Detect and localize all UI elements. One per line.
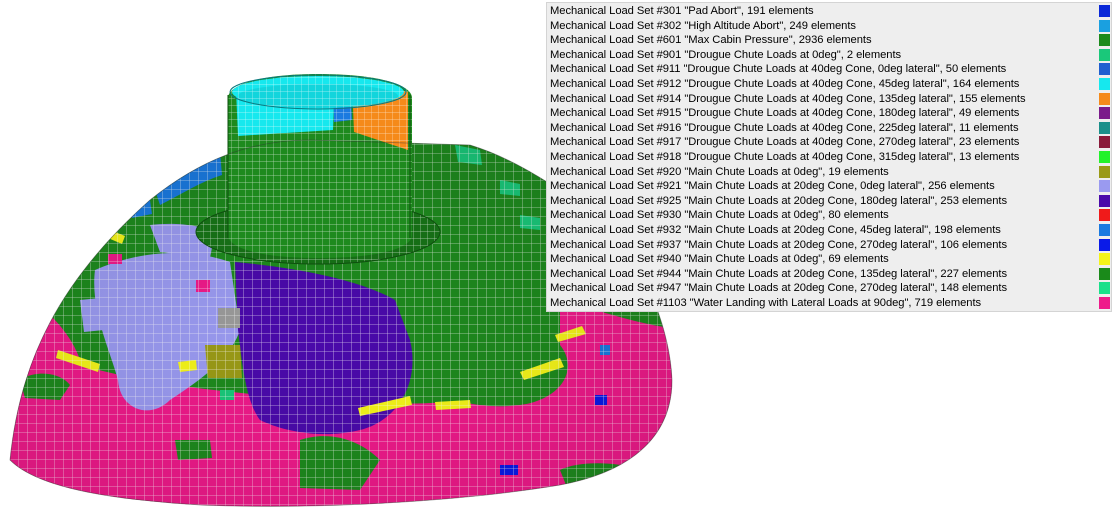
legend-swatch — [1099, 63, 1110, 76]
legend-swatch — [1099, 194, 1110, 207]
legend-label: Mechanical Load Set #1103 "Water Landing… — [550, 297, 982, 309]
legend-swatch — [1099, 5, 1110, 17]
legend-label: Mechanical Load Set #920 "Main Chute Loa… — [550, 165, 889, 178]
legend-row: Mechanical Load Set #918 "Drougue Chute … — [547, 150, 1111, 164]
legend-swatch — [1099, 165, 1110, 178]
neck-rim — [229, 74, 407, 110]
legend-swatch — [1099, 151, 1110, 163]
legend-label: Mechanical Load Set #932 "Main Chute Loa… — [550, 224, 1001, 236]
legend-swatch — [1099, 19, 1110, 32]
legend-swatch — [1099, 34, 1110, 47]
load-set-legend: Mechanical Load Set #301 "Pad Abort", 19… — [546, 2, 1112, 312]
legend-label: Mechanical Load Set #921 "Main Chute Loa… — [550, 180, 995, 193]
legend-row: Mechanical Load Set #912 "Drougue Chute … — [547, 77, 1111, 91]
legend-label: Mechanical Load Set #601 "Max Cabin Pres… — [550, 34, 872, 47]
legend-swatch — [1099, 78, 1110, 90]
legend-swatch — [1099, 121, 1110, 134]
legend-label: Mechanical Load Set #937 "Main Chute Loa… — [550, 238, 1008, 251]
legend-swatch — [1099, 267, 1110, 280]
legend-row: Mechanical Load Set #925 "Main Chute Loa… — [547, 194, 1111, 208]
capsule-neck — [228, 74, 412, 258]
legend-label: Mechanical Load Set #940 "Main Chute Loa… — [550, 253, 889, 266]
legend-row: Mechanical Load Set #302 "High Altitude … — [547, 19, 1111, 33]
legend-label: Mechanical Load Set #912 "Drougue Chute … — [550, 78, 1020, 90]
legend-swatch — [1099, 238, 1110, 251]
legend-swatch — [1099, 107, 1110, 120]
legend-row: Mechanical Load Set #914 "Drougue Chute … — [547, 92, 1111, 106]
legend-row: Mechanical Load Set #944 "Main Chute Loa… — [547, 267, 1111, 281]
legend-row: Mechanical Load Set #601 "Max Cabin Pres… — [547, 33, 1111, 47]
legend-row: Mechanical Load Set #911 "Drougue Chute … — [547, 62, 1111, 76]
legend-label: Mechanical Load Set #915 "Drougue Chute … — [550, 107, 1020, 120]
dome-outline — [9, 139, 673, 507]
legend-row: Mechanical Load Set #301 "Pad Abort", 19… — [547, 4, 1111, 18]
legend-swatch — [1099, 136, 1110, 149]
legend-row: Mechanical Load Set #921 "Main Chute Loa… — [547, 179, 1111, 193]
legend-label: Mechanical Load Set #911 "Drougue Chute … — [550, 63, 1007, 76]
legend-swatch — [1099, 253, 1110, 266]
legend-label: Mechanical Load Set #947 "Main Chute Loa… — [550, 282, 1008, 295]
legend-swatch — [1099, 180, 1110, 193]
legend-row: Mechanical Load Set #940 "Main Chute Loa… — [547, 252, 1111, 266]
legend-row: Mechanical Load Set #932 "Main Chute Loa… — [547, 223, 1111, 237]
legend-label: Mechanical Load Set #917 "Drougue Chute … — [550, 136, 1020, 149]
legend-swatch — [1099, 92, 1110, 105]
legend-row: Mechanical Load Set #915 "Drougue Chute … — [547, 106, 1111, 120]
legend-row: Mechanical Load Set #930 "Main Chute Loa… — [547, 208, 1111, 222]
legend-swatch — [1099, 209, 1110, 222]
legend-row: Mechanical Load Set #947 "Main Chute Loa… — [547, 281, 1111, 295]
legend-row: Mechanical Load Set #917 "Drougue Chute … — [547, 135, 1111, 149]
legend-label: Mechanical Load Set #301 "Pad Abort", 19… — [550, 5, 814, 17]
legend-label: Mechanical Load Set #914 "Drougue Chute … — [550, 92, 1026, 105]
legend-row: Mechanical Load Set #901 "Drougue Chute … — [547, 48, 1111, 62]
legend-row: Mechanical Load Set #1103 "Water Landing… — [547, 296, 1111, 310]
legend-row: Mechanical Load Set #916 "Drougue Chute … — [547, 121, 1111, 135]
legend-label: Mechanical Load Set #925 "Main Chute Loa… — [550, 194, 1008, 207]
legend-row: Mechanical Load Set #937 "Main Chute Loa… — [547, 238, 1111, 252]
legend-label: Mechanical Load Set #302 "High Altitude … — [550, 19, 856, 32]
legend-label: Mechanical Load Set #944 "Main Chute Loa… — [550, 267, 1008, 280]
legend-row: Mechanical Load Set #920 "Main Chute Loa… — [547, 165, 1111, 179]
legend-label: Mechanical Load Set #930 "Main Chute Loa… — [550, 209, 889, 222]
legend-swatch — [1099, 282, 1110, 295]
legend-swatch — [1099, 224, 1110, 236]
legend-label: Mechanical Load Set #918 "Drougue Chute … — [550, 151, 1020, 163]
legend-label: Mechanical Load Set #901 "Drougue Chute … — [550, 48, 902, 61]
legend-swatch — [1099, 48, 1110, 61]
legend-swatch — [1099, 297, 1110, 309]
legend-label: Mechanical Load Set #916 "Drougue Chute … — [550, 121, 1019, 134]
